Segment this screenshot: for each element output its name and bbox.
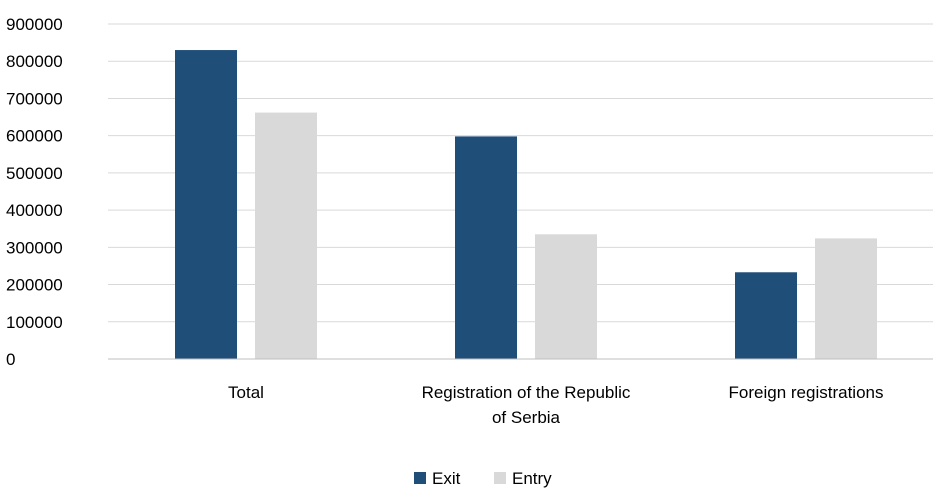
- category-label: of Serbia: [492, 408, 561, 427]
- gridlines: [108, 23, 933, 323]
- y-tick-label: 400000: [6, 201, 63, 220]
- y-tick-label: 900000: [6, 15, 63, 34]
- bar-entry-0: [255, 112, 317, 359]
- legend-label-exit: Exit: [432, 469, 461, 488]
- bar-exit-0: [175, 50, 237, 360]
- category-label: Total: [228, 383, 264, 402]
- legend: Exit Entry: [414, 469, 552, 488]
- legend-swatch-exit: [414, 472, 426, 484]
- y-tick-label: 700000: [6, 89, 63, 108]
- category-label: Foreign registrations: [729, 383, 884, 402]
- y-tick-label: 0: [6, 350, 15, 369]
- category-label: Registration of the Republic: [422, 383, 631, 402]
- bar-exit-2: [735, 272, 797, 359]
- category-labels: Total Registration of the Republic of Serb…: [228, 383, 883, 427]
- y-axis-tick-labels: 0 100000 200000 300000 400000 500000 600000 700…: [6, 15, 63, 369]
- y-tick-label: 100000: [6, 313, 63, 332]
- legend-swatch-entry: [494, 472, 506, 484]
- legend-label-entry: Entry: [512, 469, 552, 488]
- y-tick-label: 500000: [6, 164, 63, 183]
- y-tick-label: 800000: [6, 52, 63, 71]
- y-tick-label: 200000: [6, 276, 63, 295]
- bar-exit-1: [455, 136, 517, 359]
- bar-entry-2: [815, 238, 877, 359]
- bar-entry-1: [535, 234, 597, 359]
- y-tick-label: 300000: [6, 238, 63, 257]
- y-tick-label: 600000: [6, 127, 63, 146]
- bars: [175, 50, 877, 360]
